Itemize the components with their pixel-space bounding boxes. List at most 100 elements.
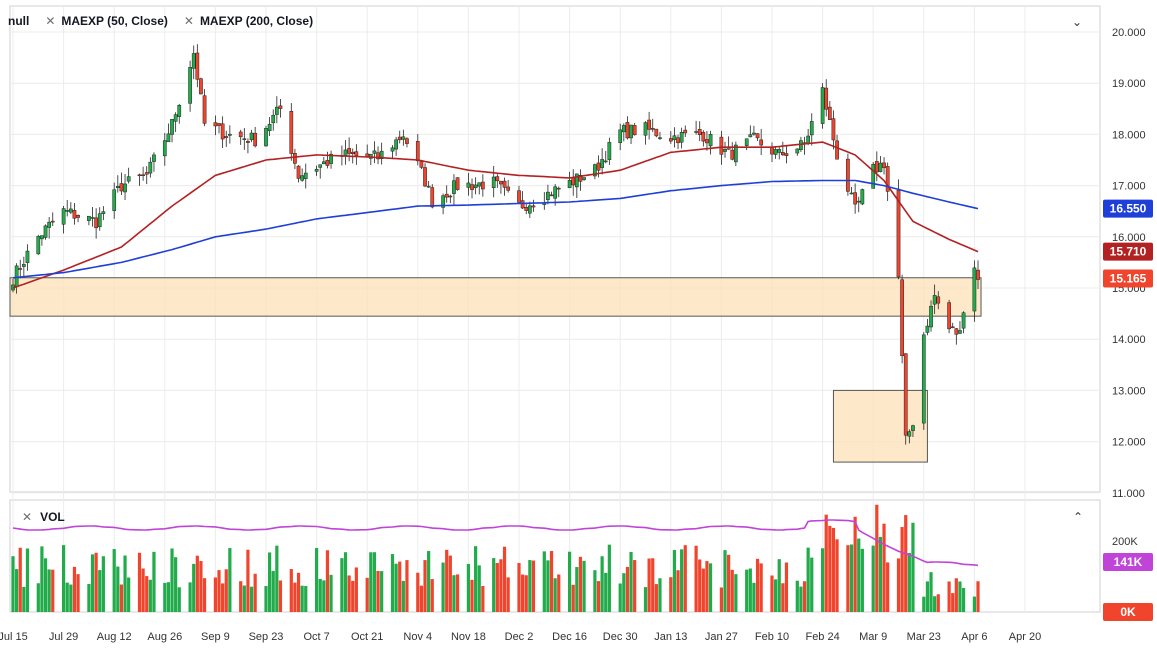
candle-body [524,207,529,211]
candle-body [448,195,453,198]
candle-body [499,180,503,185]
candle-body [784,153,789,157]
candle-body [907,431,912,437]
candle-body [217,123,221,126]
volume-bar [351,580,355,612]
candle-body [600,159,604,168]
volume-label: VOL [40,510,65,524]
candle-body [643,122,648,136]
volume-bar [495,563,499,612]
support-zone [9,277,982,317]
volume-bar [951,593,955,612]
candle-body [932,295,937,305]
volume-zero-badge-bg [1103,603,1153,621]
remove-volume-icon[interactable]: ✕ [22,510,33,524]
candle-body [441,195,445,208]
volume-bar [607,544,611,612]
candle-body [744,138,749,146]
volume-bar [643,587,648,612]
volume-bar [701,568,705,612]
symbol-name: null [8,14,30,28]
x-tick-label: Aug 12 [97,631,132,643]
volume-bar [441,562,445,612]
volume-bar [784,562,789,612]
volume-bar [43,558,48,612]
candle-body [455,177,460,190]
candle-body [466,182,471,188]
volume-bar [123,555,127,612]
candle-body [423,167,427,187]
volume-bar [936,594,940,612]
volume-bar [777,559,781,612]
candle-body [303,172,308,179]
candle-body [325,159,330,166]
candle-body [650,128,655,130]
candle-body [242,138,247,140]
volume-bar [694,545,698,612]
ema50-legend-label: MAEXP (50, Close) [61,14,168,28]
x-tick-label: Jul 29 [49,631,78,643]
chevron-down-icon[interactable]: ⌄ [1072,15,1083,29]
candle-body [947,302,951,330]
candle-body [549,194,554,197]
volume-bar [531,560,536,612]
volume-bar [821,548,825,612]
candle-body [759,139,764,146]
volume-bar [174,557,178,612]
volume-bar [846,545,850,612]
candle-body [752,132,756,135]
candle-body [596,162,601,171]
candle-body [546,191,550,201]
volume-bar [72,566,77,612]
remove-ema200-icon[interactable]: ✕ [183,14,194,28]
candle-body [228,133,232,136]
volume-bar [398,561,402,612]
volume-bar [557,574,561,612]
ema50-price-badge-bg [1103,242,1153,261]
volume-bar [246,549,250,612]
candle-body [68,208,73,213]
candle-body [593,164,597,177]
x-tick-label: Sep 23 [249,631,284,643]
y-tick-label: 19.000 [1112,78,1146,90]
volume-bar [376,571,380,612]
chevron-up-icon[interactable]: ⌃ [1073,510,1084,524]
y-tick-label: 14.000 [1112,334,1146,346]
volume-ma-badge-bg [1103,553,1153,571]
candle-body [734,144,738,163]
volume-bar [477,565,481,612]
candle-body [415,141,420,162]
volume-bar [275,545,279,612]
candle-body [318,164,323,168]
volume-bar [578,556,583,612]
volume-bar [633,560,637,612]
y-tick-label: 16.000 [1112,232,1146,244]
candle-body [195,52,200,80]
candle-body [654,128,659,137]
volume-zero-badge: 0K [1120,605,1136,619]
ema50-line [12,141,979,289]
volume-bar [618,583,622,612]
volume-bar [658,578,662,612]
candle-body [390,147,395,152]
candle-body [827,106,832,120]
volume-bar [347,575,351,612]
candle-body [343,149,348,156]
volume-bar [419,585,424,612]
candle-body [777,149,782,153]
candle-body [430,187,435,208]
volume-bar [723,550,727,612]
candle-body [61,208,66,225]
candle-body [567,180,572,189]
candle-body [632,125,637,136]
candle-body [144,172,149,175]
volume-bar [22,586,26,612]
volume-bar [878,536,883,612]
remove-ema50-icon[interactable]: ✕ [45,14,56,28]
x-tick-label: Jan 27 [705,631,738,643]
x-tick-label: Dec 30 [603,631,638,643]
volume-bar [506,577,510,612]
candle-body [481,181,485,190]
candle-body [502,180,507,188]
